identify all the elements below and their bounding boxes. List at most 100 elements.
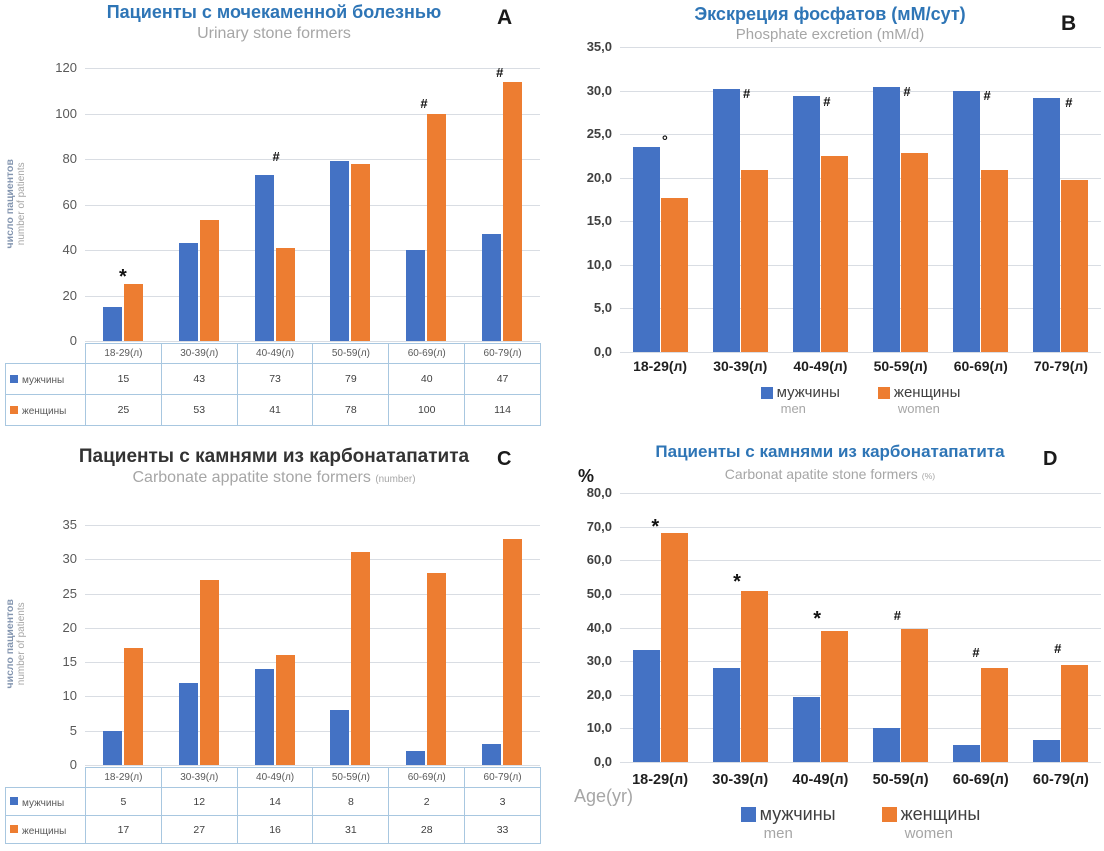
gridline bbox=[85, 113, 540, 115]
gridline bbox=[85, 765, 540, 766]
x-axis-category-label: 60-69(л) bbox=[953, 358, 1008, 374]
bar-women-60-69(л) bbox=[427, 573, 447, 765]
gridline bbox=[620, 526, 1101, 528]
y-axis-title-en: number of patients bbox=[16, 161, 28, 245]
gridline bbox=[620, 627, 1101, 629]
panel-c-carbonate-apatite-number: Пациенты с камнями из карбонатапатита Ca… bbox=[0, 440, 548, 851]
bar-women-60-69(л) bbox=[427, 113, 447, 341]
bar-men-30-39(л) bbox=[178, 243, 198, 341]
panel-d-percent-axis-label: % bbox=[578, 466, 595, 486]
significance-marker: # bbox=[496, 64, 504, 80]
gridline bbox=[85, 68, 540, 69]
bar-women-60-69(л) bbox=[981, 169, 1009, 352]
bar-women-40-49(л) bbox=[275, 655, 295, 765]
bar-women-18-29(л) bbox=[123, 284, 143, 341]
x-axis-category-label: 18-29(л) bbox=[632, 772, 689, 788]
table-header-category: 60-69(л) bbox=[388, 343, 466, 364]
significance-marker: # bbox=[983, 87, 991, 103]
bar-men-50-59(л) bbox=[330, 161, 350, 341]
gridline bbox=[85, 662, 540, 664]
bar-men-40-49(л) bbox=[254, 174, 274, 341]
table-header-category: 30-39(л) bbox=[160, 343, 238, 364]
bar-men-60-69(л) bbox=[953, 745, 981, 762]
panel-c-letter: C bbox=[497, 448, 512, 470]
table-value-cell: 47 bbox=[464, 363, 541, 395]
chart-legend: мужчины men женщины women bbox=[620, 804, 1101, 842]
significance-marker: # bbox=[972, 644, 980, 660]
table-value-cell: 79 bbox=[312, 363, 390, 395]
table-value-cell: 43 bbox=[160, 363, 238, 395]
panel-a-subtitle: Urinary stone formers bbox=[197, 25, 351, 42]
chart-legend: мужчины men женщины women bbox=[620, 384, 1101, 416]
x-axis-category-label: 40-49(л) bbox=[793, 358, 848, 374]
y-axis-tick-label: 60,0 bbox=[586, 552, 612, 568]
gridline bbox=[85, 204, 540, 206]
panel-a-title: Пациенты с мочекаменной болезнью bbox=[106, 2, 442, 22]
table-value-cell: 31 bbox=[312, 815, 390, 844]
table-value-cell: 41 bbox=[236, 394, 314, 426]
bar-men-50-59(л) bbox=[873, 728, 901, 762]
bar-men-30-39(л) bbox=[712, 668, 740, 762]
panel-d-letter: D bbox=[1043, 448, 1058, 470]
x-axis-category-label: 60-79(л) bbox=[1032, 772, 1089, 788]
legend-subtext-women: women bbox=[897, 401, 940, 416]
bar-men-18-29(л) bbox=[632, 650, 660, 762]
table-row-label-men: мужчины bbox=[5, 787, 86, 816]
table-header-category: 50-59(л) bbox=[312, 767, 390, 788]
gridline bbox=[85, 627, 540, 629]
table-header-category: 60-79(л) bbox=[464, 343, 541, 364]
significance-marker: # bbox=[893, 607, 901, 623]
y-axis-tick-label: 50,0 bbox=[586, 585, 612, 601]
y-axis-tick-label: 15,0 bbox=[586, 213, 612, 229]
panel-d-plot-area: 0,0 10,0 20,0 30,0 40,0 50,0 60,0 70,0 80,0 * * * # #… bbox=[556, 440, 1104, 851]
bar-women-60-79(л) bbox=[1061, 664, 1089, 762]
bar-women-50-59(л) bbox=[351, 552, 371, 765]
y-axis-tick-label: 20,0 bbox=[586, 686, 612, 702]
significance-marker: # bbox=[1054, 641, 1062, 657]
gridline bbox=[620, 308, 1101, 310]
panel-b-plot-area: 0,0 5,0 10,0 15,0 20,0 25,0 30,0 35,0 ° # # # # #18-2… bbox=[556, 0, 1104, 440]
significance-marker: * bbox=[119, 266, 127, 289]
legend-subtext-women: women bbox=[904, 825, 953, 842]
bar-men-60-69(л) bbox=[406, 751, 426, 765]
y-axis-tick-label: 40 bbox=[62, 242, 77, 257]
table-value-cell: 17 bbox=[85, 815, 162, 844]
legend-item-men: мужчины men bbox=[740, 804, 836, 842]
gridline bbox=[85, 295, 540, 297]
significance-marker: # bbox=[420, 96, 428, 112]
chart-data-table: 18-29(л) 30-39(л) 40-49(л) 50-59(л) 60-69(л)… bbox=[5, 343, 541, 426]
bar-men-30-39(л) bbox=[712, 88, 740, 352]
bar-men-60-79(л) bbox=[1033, 740, 1061, 762]
y-axis-tick-label: 25,0 bbox=[586, 126, 612, 142]
y-axis-tick-label: 5,0 bbox=[593, 300, 612, 316]
significance-marker: # bbox=[743, 86, 751, 102]
bar-men-18-29(л) bbox=[102, 730, 122, 765]
y-axis-title: число пациентов number of patients bbox=[4, 514, 28, 774]
chart-data-table: 18-29(л) 30-39(л) 40-49(л) 50-59(л) 60-69(л)… bbox=[5, 767, 541, 844]
table-value-cell: 2 bbox=[388, 787, 466, 816]
bar-men-60-79(л) bbox=[482, 744, 502, 765]
table-value-cell: 27 bbox=[160, 815, 238, 844]
legend-text-men: мужчины bbox=[22, 375, 65, 386]
significance-marker: # bbox=[272, 148, 280, 164]
legend-subtext-men: men bbox=[780, 401, 806, 416]
table-value-cell: 100 bbox=[388, 394, 466, 426]
y-axis-title: число пациентов number of patients bbox=[4, 73, 28, 333]
y-axis-tick-label: 35,0 bbox=[586, 39, 612, 54]
bar-women-30-39(л) bbox=[740, 590, 768, 762]
x-axis-category-label: 30-39(л) bbox=[712, 772, 769, 788]
table-value-cell: 28 bbox=[388, 815, 466, 844]
bar-women-50-59(л) bbox=[351, 163, 371, 341]
gridline bbox=[620, 47, 1101, 48]
gridline bbox=[620, 560, 1101, 562]
x-axis-category-label: 50-59(л) bbox=[872, 772, 929, 788]
panel-a-urinary-stone-formers: Пациенты с мочекаменной болезнью Urinary… bbox=[0, 0, 548, 440]
legend-text-women: женщины bbox=[22, 406, 67, 417]
significance-marker: * bbox=[733, 571, 741, 594]
bar-women-18-29(л) bbox=[123, 648, 143, 765]
table-header-category: 60-69(л) bbox=[388, 767, 466, 788]
table-value-cell: 15 bbox=[85, 363, 162, 395]
legend-swatch-women bbox=[877, 386, 890, 399]
table-value-cell: 12 bbox=[160, 787, 238, 816]
legend-swatch-women bbox=[881, 807, 897, 822]
